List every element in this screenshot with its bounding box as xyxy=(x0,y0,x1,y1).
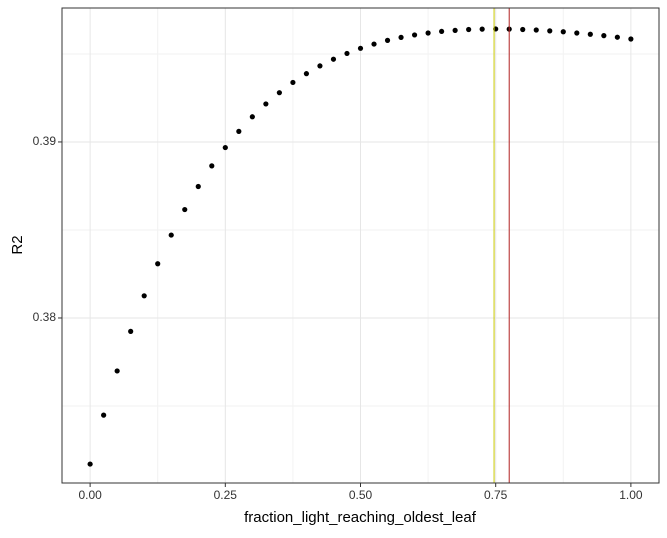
point xyxy=(87,461,93,467)
x-tick-label: 0.75 xyxy=(484,488,508,502)
point xyxy=(303,71,310,77)
x-tick-label: 0.25 xyxy=(214,488,238,502)
point xyxy=(155,261,161,267)
point xyxy=(222,144,228,151)
point xyxy=(547,28,553,34)
point xyxy=(628,36,634,42)
point xyxy=(141,293,147,299)
point xyxy=(168,232,174,238)
point xyxy=(587,31,593,37)
grid xyxy=(62,8,659,483)
point xyxy=(533,27,539,33)
point xyxy=(209,163,215,169)
x-tick-label: 1.00 xyxy=(619,488,643,502)
point xyxy=(317,63,323,69)
point xyxy=(182,206,188,213)
point xyxy=(357,45,364,51)
point xyxy=(330,56,337,62)
point xyxy=(344,50,350,57)
point xyxy=(114,368,120,374)
point xyxy=(249,114,255,120)
point xyxy=(411,32,418,38)
point xyxy=(276,90,282,96)
y-axis-title: R2 xyxy=(9,235,26,254)
point xyxy=(452,27,458,33)
y-tick-label: 0.38 xyxy=(33,310,57,324)
y-tick-label: 0.39 xyxy=(33,134,57,148)
point xyxy=(398,34,404,40)
point xyxy=(101,412,107,418)
point xyxy=(520,26,526,33)
point xyxy=(195,183,201,190)
point xyxy=(128,328,134,334)
point xyxy=(384,37,391,43)
panel-border xyxy=(61,7,660,484)
point xyxy=(425,30,431,36)
x-tick-label: 0.00 xyxy=(78,488,102,502)
point xyxy=(263,101,269,107)
point xyxy=(601,33,607,39)
point xyxy=(560,29,566,35)
point xyxy=(371,41,377,47)
point xyxy=(614,34,620,40)
x-axis-title: fraction_light_reaching_oldest_leaf xyxy=(244,509,477,526)
point xyxy=(574,30,580,36)
x-tick-label: 0.50 xyxy=(349,488,373,502)
point xyxy=(466,26,472,33)
plot-area xyxy=(87,8,634,483)
point xyxy=(290,79,296,86)
point xyxy=(236,128,242,134)
point xyxy=(439,28,445,35)
point xyxy=(479,26,485,32)
